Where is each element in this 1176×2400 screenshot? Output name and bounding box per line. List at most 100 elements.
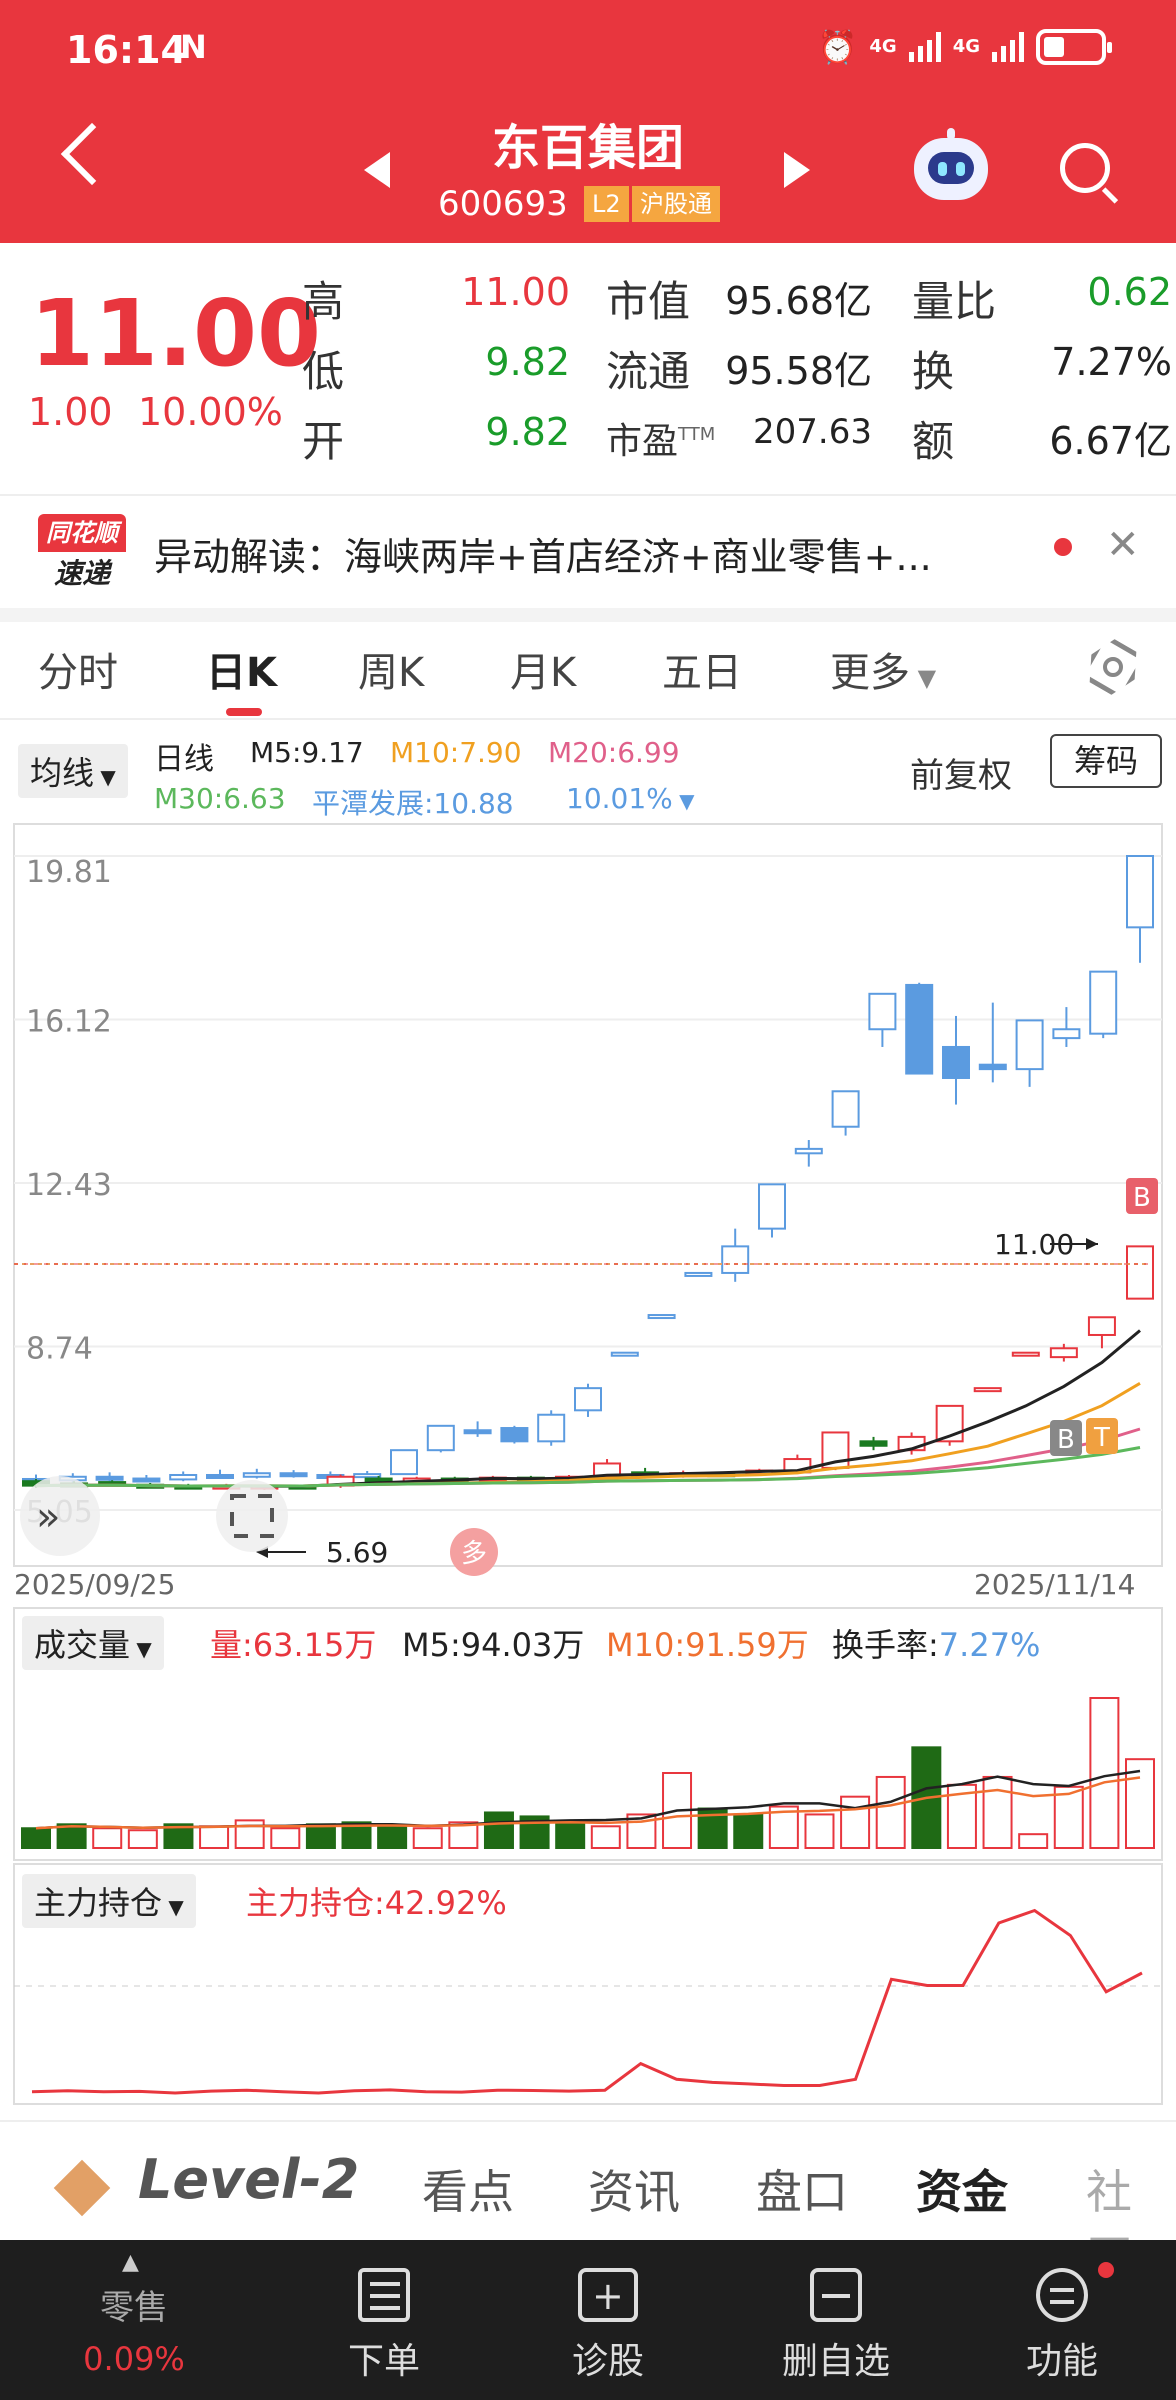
tab-orderbook[interactable]: 盘口 bbox=[756, 2165, 848, 2219]
sector-change: 0.09% bbox=[83, 2340, 185, 2378]
up-arrow-icon: ▲ bbox=[122, 2250, 139, 2275]
volume-frame bbox=[13, 1607, 1163, 1861]
ref-candle bbox=[721, 1245, 750, 1274]
news-banner[interactable]: 同花顺 速递 异动解读：海峡两岸+首店经济+商业零售+... bbox=[0, 494, 1176, 608]
expand-icon[interactable]: » bbox=[20, 1476, 100, 1556]
tab-intraday[interactable]: 分时 bbox=[38, 650, 118, 696]
tab-capital[interactable]: 资金 bbox=[916, 2165, 1008, 2219]
pe-ttm-label: TTM bbox=[678, 424, 716, 445]
turnover-value: 7.27% bbox=[1051, 340, 1172, 384]
tab-level2[interactable]: Level-2 bbox=[138, 2148, 360, 2211]
price-change-pct: 10.00% bbox=[138, 390, 283, 434]
volume-bar bbox=[56, 1823, 87, 1850]
volume-chart[interactable] bbox=[0, 1606, 1176, 1862]
chevron-down-icon: ▼ bbox=[94, 765, 116, 789]
ref-candle bbox=[95, 1475, 124, 1481]
pe-value: 207.63 bbox=[753, 412, 872, 452]
prev-stock-icon[interactable] bbox=[364, 152, 390, 188]
tab-five-day[interactable]: 五日 bbox=[662, 650, 742, 696]
volume-bar bbox=[305, 1823, 336, 1850]
volume-bar bbox=[1089, 1697, 1120, 1849]
diagnose-button[interactable]: + 诊股 bbox=[518, 2240, 698, 2400]
ref-candle bbox=[353, 1473, 382, 1479]
assistant-robot-icon[interactable] bbox=[914, 128, 988, 200]
tab-monthly-k[interactable]: 月K bbox=[510, 650, 577, 696]
tab-more[interactable]: 更多 ▼ bbox=[830, 650, 937, 696]
volume-bar bbox=[234, 1819, 265, 1850]
volume-bar bbox=[377, 1825, 408, 1849]
ref-candle bbox=[831, 1090, 860, 1128]
volume-bar bbox=[21, 1827, 51, 1849]
ref-candle bbox=[610, 1351, 639, 1357]
fullscreen-icon[interactable] bbox=[216, 1480, 288, 1552]
signal-label-2: 4G bbox=[952, 36, 980, 57]
adjust-mode[interactable]: 前复权 bbox=[910, 756, 1012, 796]
chevron-down-icon: ▼ bbox=[130, 1637, 152, 1661]
next-stock-icon[interactable] bbox=[784, 152, 810, 188]
volume-bar bbox=[92, 1827, 123, 1849]
unread-dot-icon bbox=[1054, 538, 1072, 556]
search-icon[interactable] bbox=[1060, 143, 1110, 193]
open-value: 9.82 bbox=[485, 410, 570, 454]
main-position-select[interactable]: 主力持仓 ▼ bbox=[22, 1874, 196, 1928]
buy-signal-icon: B bbox=[1133, 1183, 1151, 1213]
period-label: 日线 bbox=[154, 742, 214, 777]
pingtan-label: 平潭发展:10.88 bbox=[312, 787, 514, 820]
svg-text:»: » bbox=[36, 1494, 60, 1540]
ref-candle bbox=[206, 1473, 234, 1479]
last-price-label: 11.00 bbox=[994, 1228, 1074, 1261]
volume-bar bbox=[127, 1829, 158, 1850]
price-change: 1.00 bbox=[28, 390, 113, 434]
volume-ratio-value: 0.62 bbox=[1087, 270, 1172, 314]
tab-highlights[interactable]: 看点 bbox=[422, 2165, 514, 2219]
high-label: 高 bbox=[302, 277, 345, 326]
chips-button[interactable]: 筹码 bbox=[1050, 734, 1162, 788]
close-icon[interactable]: ✕ bbox=[1106, 522, 1140, 568]
kline-frame bbox=[13, 823, 1163, 1567]
alarm-icon: ⏰ bbox=[817, 28, 858, 66]
remove-watchlist-button[interactable]: 删自选 bbox=[746, 2240, 926, 2400]
pe-label: 市盈TTM bbox=[606, 421, 716, 462]
ref-candle bbox=[942, 1045, 970, 1079]
tab-daily-k[interactable]: 日K bbox=[206, 650, 277, 696]
open-label: 开 bbox=[302, 417, 345, 466]
main-position-chart[interactable] bbox=[0, 1862, 1176, 2112]
ref-candle bbox=[242, 1472, 271, 1478]
amount-label: 额 bbox=[912, 417, 955, 466]
m5-label: M5:9.17 bbox=[250, 736, 364, 769]
news-headline[interactable]: 异动解读：海峡两岸+首店经济+商业零售+... bbox=[154, 535, 932, 579]
pingtan-pct[interactable]: 10.01% ▼ bbox=[566, 782, 695, 815]
tab-weekly-k[interactable]: 周K bbox=[358, 650, 425, 696]
app-header: 16:14 N ⏰ 4G 4G 东百集团 600693 L2 沪股通 bbox=[0, 0, 1176, 243]
order-button[interactable]: 下单 bbox=[294, 2240, 474, 2400]
diagnose-icon bbox=[578, 2268, 638, 2322]
volume-bar bbox=[804, 1813, 835, 1850]
ma-select[interactable]: 均线 ▼ bbox=[18, 744, 128, 798]
low-label: 低 bbox=[302, 347, 345, 396]
y-tick-label: 19.81 bbox=[26, 855, 112, 890]
ma30-line bbox=[35, 1446, 1141, 1488]
sector-button[interactable]: ▲ 零售 0.09% bbox=[44, 2240, 224, 2400]
volume-bar bbox=[270, 1827, 301, 1849]
ref-candle bbox=[794, 1147, 823, 1155]
ma-lines bbox=[35, 1329, 1141, 1488]
volume-ma10-line bbox=[35, 1776, 1141, 1830]
bottom-toolbar: ▲ 零售 0.09% 下单 + 诊股 删自选 功能 bbox=[0, 2240, 1176, 2400]
ref-candle bbox=[390, 1449, 418, 1476]
candle bbox=[1126, 1245, 1154, 1300]
functions-button[interactable]: 功能 bbox=[972, 2240, 1152, 2400]
volume-bar bbox=[733, 1813, 764, 1850]
volume-select[interactable]: 成交量 ▼ bbox=[22, 1616, 164, 1670]
more-signal-icon[interactable]: 多 bbox=[450, 1528, 498, 1576]
nfc-icon: N bbox=[180, 28, 207, 66]
volume-bar bbox=[590, 1825, 621, 1849]
volume-bar bbox=[1125, 1758, 1155, 1849]
settings-icon-center bbox=[1103, 657, 1123, 677]
candle bbox=[973, 1387, 1002, 1393]
ref-candle bbox=[1089, 970, 1118, 1035]
m20-label: M20:6.99 bbox=[548, 736, 680, 769]
tab-news[interactable]: 资讯 bbox=[588, 2165, 680, 2219]
menu-icon bbox=[1036, 2268, 1088, 2322]
battery-icon bbox=[1036, 29, 1112, 65]
